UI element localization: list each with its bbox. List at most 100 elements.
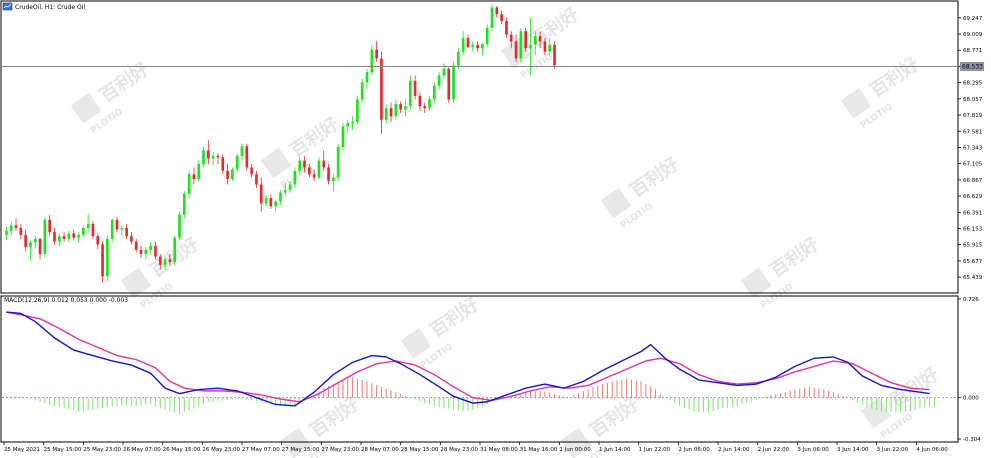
candle-body xyxy=(235,155,239,170)
candle-body xyxy=(255,174,258,185)
chart-title-text: CrudeOil, H1: Crude Oil xyxy=(15,4,85,11)
candle-body xyxy=(490,7,494,28)
price-tick-label: 65.915 xyxy=(963,243,983,249)
candle-body xyxy=(341,126,345,147)
candle-body xyxy=(375,49,378,59)
candle-body xyxy=(57,236,61,242)
price-tick-label: 69.009 xyxy=(963,32,983,38)
candle-body xyxy=(437,75,441,86)
price-tick-label: 67.105 xyxy=(963,162,983,168)
candle-body xyxy=(9,225,13,231)
candle-body xyxy=(553,44,556,66)
price-tick-label: 66.153 xyxy=(963,227,983,233)
candle-body xyxy=(293,170,297,185)
time-tick-label: 1 Jun 14:00 xyxy=(599,447,631,453)
candle-body xyxy=(485,27,489,45)
candle-body xyxy=(48,219,51,233)
watermark-cn: 百利好 xyxy=(626,153,683,202)
time-tick-label: 25 May 15:00 xyxy=(44,447,82,453)
candle-body xyxy=(5,230,8,235)
candle-body xyxy=(476,44,479,49)
macd-axis: 0.726 0.000 -0.304 xyxy=(958,297,981,443)
macd-label: MACD(12,26,9) 0.012 0.053 0.000 -0.003 xyxy=(4,297,128,304)
candle-body xyxy=(457,51,460,66)
price-tick-label: 68.771 xyxy=(963,48,982,54)
candle-body xyxy=(322,160,326,168)
candle-body xyxy=(274,201,277,207)
time-tick-label: 27 May 23:00 xyxy=(321,447,359,453)
candle-body xyxy=(538,36,542,42)
watermark-logo xyxy=(740,267,772,299)
candle-body xyxy=(240,146,244,156)
candle-body xyxy=(72,233,76,238)
candle-body xyxy=(408,80,412,107)
time-tick-label: 1 Jun 00:00 xyxy=(559,447,591,453)
candle-body xyxy=(53,232,56,242)
candle-body xyxy=(500,14,503,22)
price-tick-label: 65.677 xyxy=(963,259,983,265)
watermark-cn: 百利好 xyxy=(766,233,823,282)
candle-body xyxy=(336,147,340,178)
price-tick-label: 68.057 xyxy=(963,97,983,103)
candle-body xyxy=(231,169,234,180)
watermark-cn: 百利好 xyxy=(96,58,153,107)
candle-body xyxy=(433,85,436,100)
watermark-logo xyxy=(70,92,102,124)
candle-body xyxy=(154,245,157,257)
time-tick-label: 28 May 07:00 xyxy=(361,447,399,453)
candle-body xyxy=(529,44,532,49)
price-tick-label: 66.391 xyxy=(963,210,982,216)
time-tick-label: 2 Jun 22:00 xyxy=(758,447,790,453)
macd-tick-label: -0.304 xyxy=(963,437,981,443)
candle-body xyxy=(394,104,398,117)
candle-body xyxy=(182,193,186,215)
candle-body xyxy=(360,82,364,100)
candle-body xyxy=(168,259,172,263)
candle-body xyxy=(447,68,451,100)
time-tick-label: 3 Jun 06:00 xyxy=(797,447,829,453)
main-pane-frame xyxy=(0,0,959,294)
svg-text:68.533: 68.533 xyxy=(962,63,983,70)
watermark-cn: 百利好 xyxy=(306,393,363,442)
candle-body xyxy=(178,214,181,238)
watermark-cn: 百利好 xyxy=(426,293,483,342)
candle-body xyxy=(259,184,263,204)
watermark-cn: 百利好 xyxy=(286,113,343,162)
candle-body xyxy=(29,242,32,248)
candle-body xyxy=(62,236,66,239)
watermark-cn: 百利好 xyxy=(586,393,643,442)
candle-body xyxy=(442,68,446,76)
time-tick-label: 2 Jun 06:00 xyxy=(678,447,710,453)
candle-body xyxy=(283,189,287,193)
candle-body xyxy=(327,167,330,182)
candle-body xyxy=(226,170,229,180)
price-axis: 69.247 69.009 68.771 68.533 68.295 68.057 67.8… xyxy=(958,16,983,281)
watermark-logo xyxy=(860,397,892,429)
candle-body xyxy=(533,36,537,45)
price-tick-label: 66.867 xyxy=(963,178,983,184)
candle-body xyxy=(211,155,215,159)
time-tick-label: 27 May 07:00 xyxy=(242,447,280,453)
price-tick-label: 66.629 xyxy=(963,194,983,200)
time-tick-label: 26 May 23:00 xyxy=(202,447,240,453)
candle-body xyxy=(404,106,407,110)
candle-body xyxy=(279,192,282,202)
time-tick-label: 25 May 2021 xyxy=(4,447,40,453)
candle-body xyxy=(33,238,37,243)
candle-body xyxy=(77,234,80,238)
time-tick-label: 4 Jun 06:00 xyxy=(916,447,948,453)
candle-body xyxy=(163,259,167,265)
candle-body xyxy=(413,80,417,96)
candle-body xyxy=(452,65,455,100)
candle-body xyxy=(110,219,114,239)
time-tick-label: 25 May 23:00 xyxy=(83,447,121,453)
watermark-logo xyxy=(120,267,152,299)
candle-body xyxy=(91,223,95,237)
watermark-logo xyxy=(560,427,592,458)
candle-body xyxy=(269,198,273,207)
candle-body xyxy=(519,31,523,59)
